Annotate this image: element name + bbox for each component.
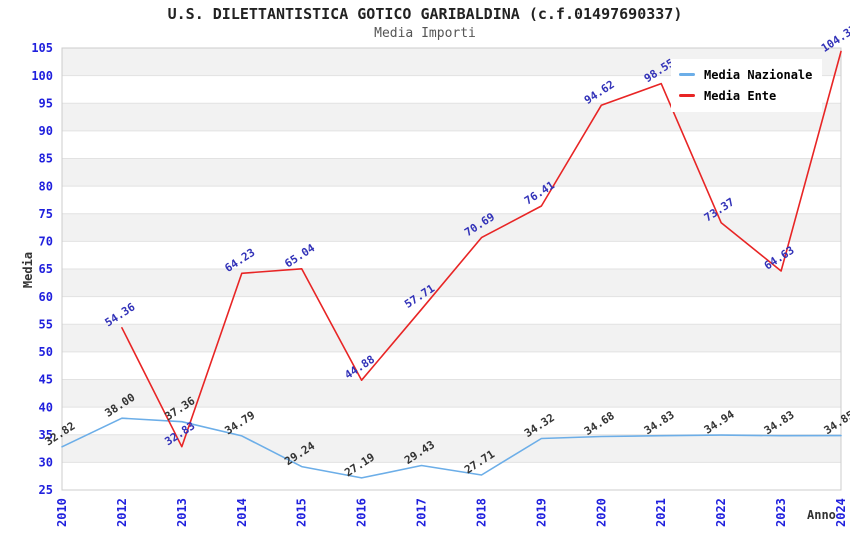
y-tick-label: 95 xyxy=(39,97,53,111)
x-axis-title: Anno xyxy=(807,508,836,522)
y-tick-label: 45 xyxy=(39,373,53,387)
legend-label-media-ente: Media Ente xyxy=(704,88,777,103)
y-tick-label: 85 xyxy=(39,152,53,166)
legend-label-media-nazionale: Media Nazionale xyxy=(704,67,813,82)
plot-band xyxy=(62,241,841,269)
plot-band xyxy=(62,379,841,408)
plot-band xyxy=(62,158,841,187)
legend: Media Nazionale Media Ente xyxy=(671,59,823,112)
y-tick-label: 90 xyxy=(39,124,53,138)
y-tick-label: 100 xyxy=(31,69,53,83)
x-tick-label: 2017 xyxy=(415,498,429,527)
x-tick-label: 2018 xyxy=(475,498,489,527)
x-tick-label: 2013 xyxy=(175,498,189,527)
x-tick-label: 2023 xyxy=(774,498,788,527)
plot-band xyxy=(62,407,841,435)
plot-band xyxy=(62,434,841,463)
x-tick-label: 2022 xyxy=(714,498,728,527)
y-tick-label: 50 xyxy=(39,345,53,359)
x-tick-label: 2019 xyxy=(534,498,548,527)
x-tick-label: 2020 xyxy=(594,498,608,527)
y-tick-label: 35 xyxy=(39,428,53,442)
legend-item-media-nazionale: Media Nazionale xyxy=(679,64,812,85)
y-tick-label: 25 xyxy=(39,483,53,497)
y-tick-label: 55 xyxy=(39,318,53,332)
chart-title: U.S. DILETTANTISTICA GOTICO GARIBALDINA … xyxy=(167,5,683,23)
series-line-media-nazionale xyxy=(61,417,842,479)
legend-swatch-media-nazionale-icon xyxy=(679,73,695,76)
x-tick-label: 2024 xyxy=(834,498,848,527)
x-tick-label: 2012 xyxy=(115,498,129,527)
x-tick-label: 2016 xyxy=(355,498,369,527)
plot-border xyxy=(61,47,842,491)
x-tick-label: 2021 xyxy=(654,498,668,527)
y-tick-label: 30 xyxy=(39,456,53,470)
legend-item-media-ente: Media Ente xyxy=(679,85,812,106)
plot-band xyxy=(62,213,841,242)
series-line-media-ente xyxy=(121,50,842,448)
legend-swatch-media-ente-icon xyxy=(679,94,695,97)
x-tick-label: 2010 xyxy=(55,498,69,527)
plot-band xyxy=(62,296,841,325)
plot-band xyxy=(62,324,841,352)
y-tick-label: 70 xyxy=(39,235,53,249)
y-tick-label: 75 xyxy=(39,207,53,221)
plot-band xyxy=(62,130,841,159)
y-tick-label: 60 xyxy=(39,290,53,304)
x-tick-label: 2015 xyxy=(295,498,309,527)
chart-subtitle: Media Importi xyxy=(374,26,476,41)
y-tick-label: 40 xyxy=(39,400,53,414)
y-tick-label: 65 xyxy=(39,262,53,276)
y-axis-title: Media xyxy=(21,251,35,289)
plot-band xyxy=(62,351,841,380)
y-tick-label: 80 xyxy=(39,179,53,193)
x-tick-label: 2014 xyxy=(235,498,249,527)
plot-band xyxy=(62,462,841,490)
y-tick-label: 105 xyxy=(31,41,53,55)
